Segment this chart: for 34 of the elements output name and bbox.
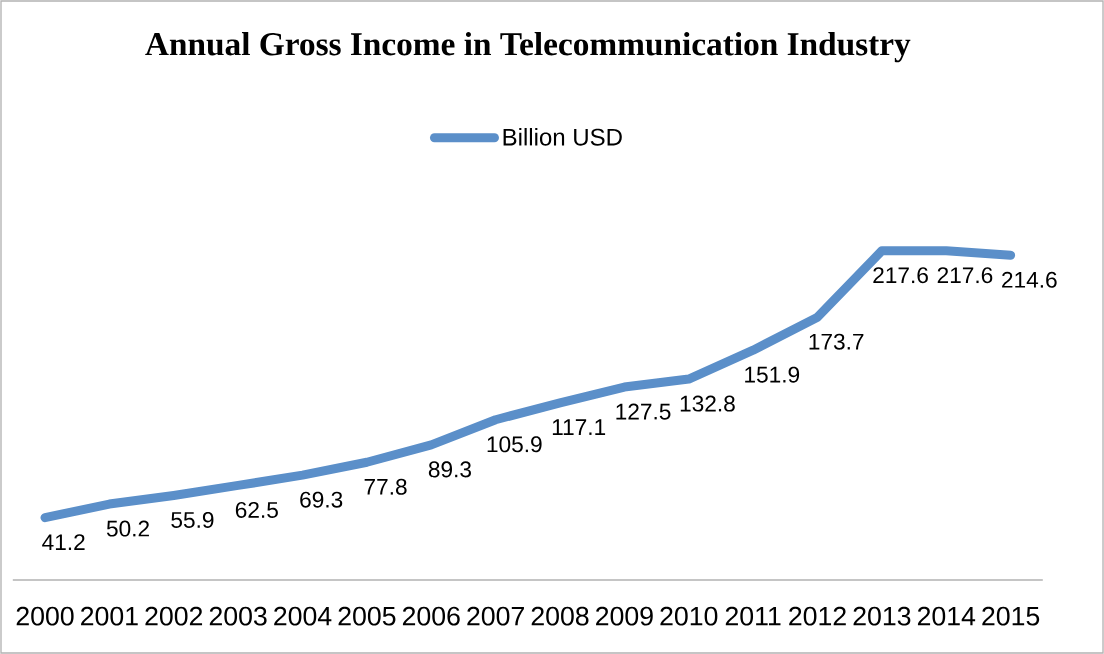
legend-label: Billion USD (503, 128, 622, 146)
x-tick-label: 2007 (467, 606, 524, 626)
data-label: 77.8 (364, 478, 407, 495)
data-label: 62.5 (235, 501, 278, 518)
data-label: 217.6 (873, 267, 928, 284)
x-tick-label: 2012 (789, 606, 846, 626)
data-label: 173.7 (809, 333, 864, 350)
chart-title: Annual Gross Income in Telecommunication Industry (145, 31, 911, 63)
x-tick-label: 2001 (81, 606, 138, 626)
x-tick-label: 2000 (16, 606, 74, 626)
x-tick-label: 2004 (274, 606, 332, 626)
x-tick-label: 2005 (338, 606, 396, 626)
x-tick-label: 2003 (209, 606, 267, 626)
data-label: 132.8 (680, 395, 735, 412)
x-tick-label: 2011 (725, 606, 781, 626)
data-label: 117.1 (552, 419, 606, 435)
x-tick-label: 2010 (660, 606, 718, 626)
x-tick-label: 2006 (402, 606, 460, 626)
data-label: 127.5 (616, 403, 671, 420)
data-label: 217.6 (937, 267, 993, 284)
data-label: 89.3 (428, 461, 471, 478)
data-label: 105.9 (487, 436, 542, 453)
data-label: 69.3 (300, 491, 343, 508)
data-label: 55.9 (171, 511, 214, 528)
data-label: 41.2 (42, 534, 85, 550)
x-tick-label: 2014 (917, 606, 976, 626)
data-label: 151.9 (745, 366, 800, 383)
data-label: 214.6 (1002, 271, 1057, 288)
x-tick-label: 2002 (145, 606, 203, 626)
data-label: 50.2 (106, 520, 149, 537)
x-tick-label: 2008 (531, 606, 589, 626)
x-tick-label: 2013 (853, 606, 911, 626)
x-tick-label: 2009 (596, 606, 653, 626)
x-tick-label: 2015 (982, 606, 1040, 626)
